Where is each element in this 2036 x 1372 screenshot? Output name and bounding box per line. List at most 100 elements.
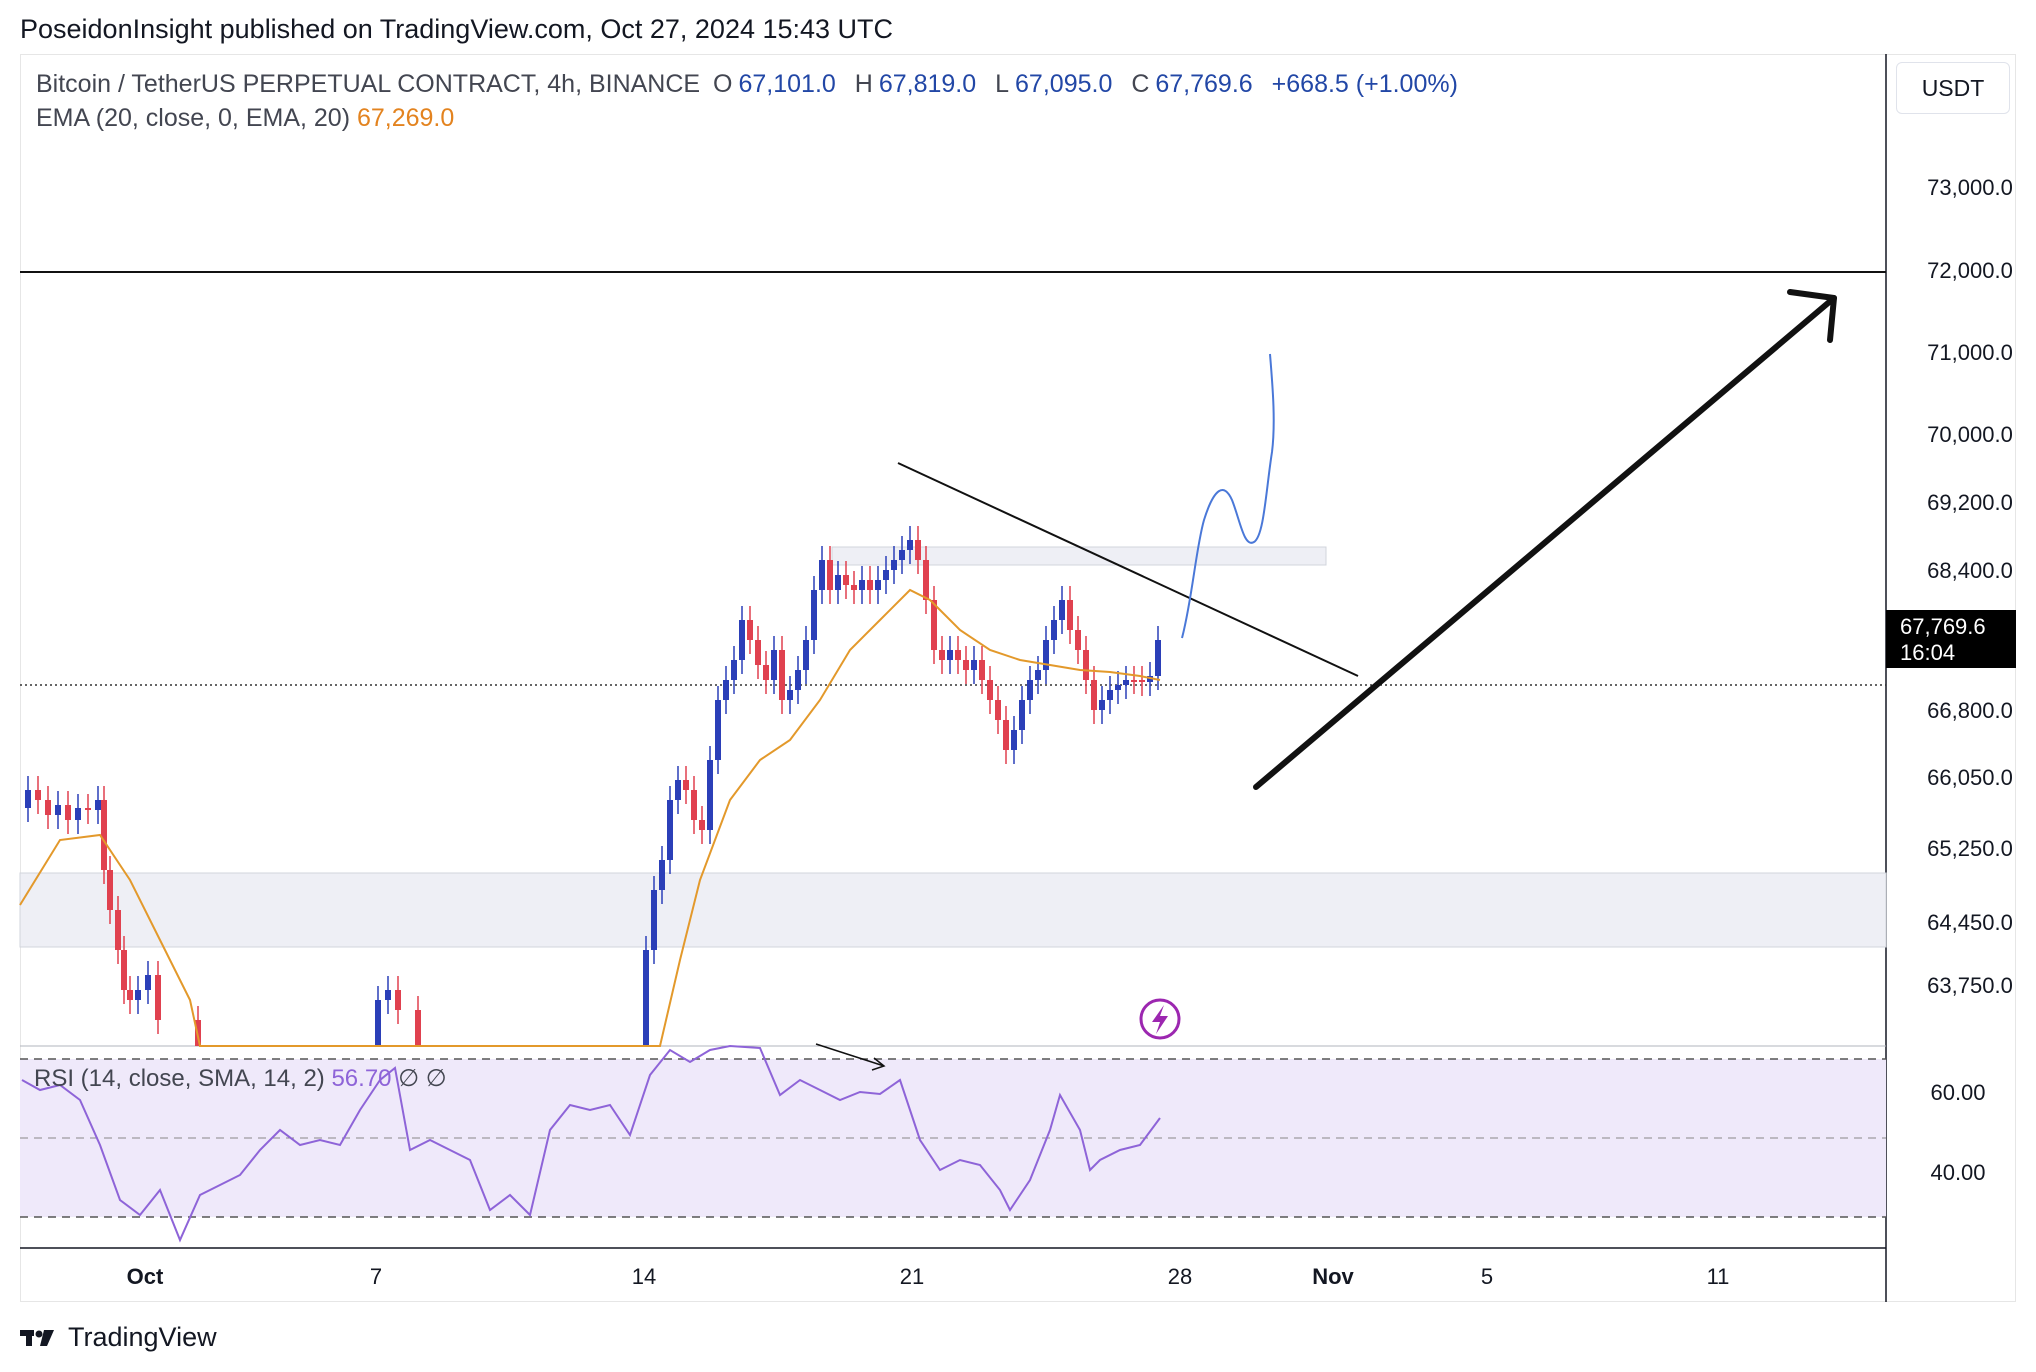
candle-body	[995, 700, 1001, 720]
candle-body	[415, 1010, 421, 1046]
candle-body	[867, 580, 873, 590]
time-tick-label: 7	[370, 1264, 382, 1289]
price-tick-label: 72,000.0	[1927, 258, 2013, 283]
candle-body	[1051, 620, 1057, 640]
resistance-zone	[831, 546, 1327, 566]
descending-trendline	[897, 462, 1359, 677]
candle-body	[707, 760, 713, 830]
symbol-legend: Bitcoin / TetherUS PERPETUAL CONTRACT, 4…	[36, 70, 1464, 99]
price-tick-label: 63,750.0	[1927, 973, 2013, 998]
candle-body	[851, 585, 857, 590]
price-axis-ticks: 73,000.0 72,000.0 71,000.0 70,000.0 69,200.0…	[1927, 175, 2013, 998]
candle-body	[699, 820, 705, 830]
ema-line	[19, 588, 1161, 1047]
candle-body	[1099, 700, 1105, 710]
candle-body	[1155, 640, 1161, 676]
candle-body	[651, 890, 657, 950]
time-tick-label: 11	[1707, 1264, 1730, 1289]
rsi-value: 56.70	[331, 1065, 392, 1092]
candle-body	[65, 805, 71, 820]
bullish-arrow-head	[1787, 289, 1837, 343]
bar-countdown: 16:04	[1900, 640, 1956, 665]
high-value: 67,819.0	[878, 70, 977, 98]
candle-body	[859, 580, 865, 590]
time-axis-ticks: Oct 7 14 21 28 Nov 5 11	[127, 1264, 1730, 1289]
candle-body	[1059, 600, 1065, 620]
candle-body	[843, 575, 849, 585]
candle-body	[771, 650, 777, 680]
candle-body	[35, 790, 41, 800]
price-tick-label: 66,800.0	[1927, 698, 2013, 723]
candle-body	[907, 540, 913, 550]
candle-body	[1091, 680, 1097, 710]
candle-body	[835, 575, 841, 590]
tradingview-brand: TradingView	[68, 1322, 217, 1352]
candle-body	[683, 780, 689, 790]
candle-body	[795, 670, 801, 690]
time-tick-label: 21	[900, 1264, 924, 1289]
candle-body	[747, 620, 753, 640]
close-value: 67,769.6	[1155, 70, 1253, 98]
price-tick-label: 65,250.0	[1927, 836, 2013, 861]
ema-label: EMA (20, close, 0, EMA, 20)	[36, 104, 351, 132]
candle-body	[1075, 630, 1081, 650]
candle-body	[755, 640, 761, 665]
candle-body	[939, 650, 945, 660]
candle-body	[923, 560, 929, 600]
candle-body	[899, 550, 905, 560]
candle-body	[145, 975, 151, 990]
candle-body	[1067, 600, 1073, 630]
time-tick-label: Nov	[1312, 1264, 1354, 1289]
candle-body	[1083, 650, 1089, 680]
candle-body	[979, 660, 985, 680]
candle-body	[1139, 680, 1145, 682]
candle-body	[667, 800, 673, 860]
candle-body	[675, 780, 681, 800]
chart-frame	[20, 54, 2016, 1302]
candle-body	[691, 790, 697, 820]
time-tick-label: 14	[632, 1264, 656, 1289]
candle-body	[1003, 720, 1009, 750]
candle-body	[715, 700, 721, 760]
candle-body	[107, 870, 113, 910]
candles-group	[25, 526, 1161, 1046]
candle-body	[395, 990, 401, 1010]
lightning-icon[interactable]	[1139, 998, 1181, 1040]
price-tick-label: 73,000.0	[1927, 175, 2013, 200]
candle-body	[643, 950, 649, 1046]
candle-body	[819, 560, 825, 590]
candle-body	[55, 805, 61, 815]
rsi-label: RSI (14, close, SMA, 14, 2)	[34, 1065, 325, 1092]
candle-body	[763, 665, 769, 680]
support-zone	[19, 872, 1887, 948]
bullish-arrow-line	[1253, 295, 1837, 790]
rsi-legend: RSI (14, close, SMA, 14, 2) 56.70 ∅ ∅	[34, 1064, 447, 1093]
candle-body	[875, 580, 881, 590]
candle-body	[1115, 685, 1121, 690]
candle-body	[45, 800, 51, 815]
symbol-name: Bitcoin / TetherUS PERPETUAL CONTRACT, 4…	[36, 70, 701, 98]
open-value: 67,101.0	[738, 70, 836, 98]
candle-body	[947, 650, 953, 660]
price-tick-label: 69,200.0	[1927, 490, 2013, 515]
candle-body	[1131, 680, 1137, 682]
published-caption: PoseidonInsight published on TradingView…	[20, 14, 894, 44]
price-tick-label: 66,050.0	[1927, 765, 2013, 790]
last-price-label: 67,769.6 16:04	[1886, 610, 2016, 668]
candle-body	[931, 600, 937, 650]
candle-body	[1027, 680, 1033, 700]
ema-legend: EMA (20, close, 0, EMA, 20) 67,269.0	[36, 104, 454, 133]
candle-body	[127, 990, 133, 1000]
candle-body	[1123, 680, 1129, 685]
rsi-tick-label: 60.00	[1930, 1080, 1985, 1105]
currency-button[interactable]: USDT	[1896, 62, 2010, 114]
ema-value: 67,269.0	[356, 104, 455, 132]
tradingview-logo-icon	[20, 1329, 54, 1346]
low-value: 67,095.0	[1015, 70, 1113, 98]
candle-body	[1107, 690, 1113, 700]
candle-body	[75, 808, 81, 820]
candle-body	[731, 660, 737, 680]
candle-body	[121, 950, 127, 990]
candle-body	[971, 660, 977, 670]
